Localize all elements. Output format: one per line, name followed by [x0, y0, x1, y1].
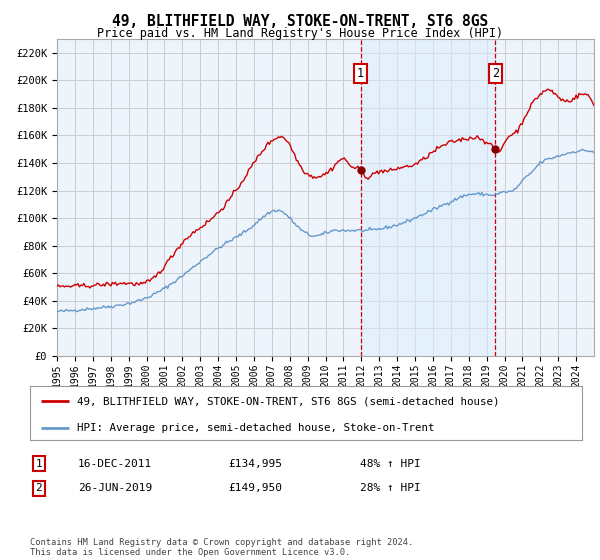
- Text: £149,950: £149,950: [228, 483, 282, 493]
- Text: 49, BLITHFIELD WAY, STOKE-ON-TRENT, ST6 8GS (semi-detached house): 49, BLITHFIELD WAY, STOKE-ON-TRENT, ST6 …: [77, 396, 499, 407]
- Text: Contains HM Land Registry data © Crown copyright and database right 2024.
This d: Contains HM Land Registry data © Crown c…: [30, 538, 413, 557]
- Bar: [361, 39, 495, 356]
- Text: 1: 1: [357, 67, 364, 80]
- Text: 16-DEC-2011: 16-DEC-2011: [78, 459, 152, 469]
- Text: 1: 1: [35, 459, 43, 469]
- Text: HPI: Average price, semi-detached house, Stoke-on-Trent: HPI: Average price, semi-detached house,…: [77, 423, 434, 433]
- Text: £134,995: £134,995: [228, 459, 282, 469]
- Text: 49, BLITHFIELD WAY, STOKE-ON-TRENT, ST6 8GS: 49, BLITHFIELD WAY, STOKE-ON-TRENT, ST6 …: [112, 14, 488, 29]
- Text: Price paid vs. HM Land Registry's House Price Index (HPI): Price paid vs. HM Land Registry's House …: [97, 27, 503, 40]
- Text: 26-JUN-2019: 26-JUN-2019: [78, 483, 152, 493]
- Text: 2: 2: [35, 483, 43, 493]
- Text: 48% ↑ HPI: 48% ↑ HPI: [360, 459, 421, 469]
- Text: 28% ↑ HPI: 28% ↑ HPI: [360, 483, 421, 493]
- Text: 2: 2: [491, 67, 499, 80]
